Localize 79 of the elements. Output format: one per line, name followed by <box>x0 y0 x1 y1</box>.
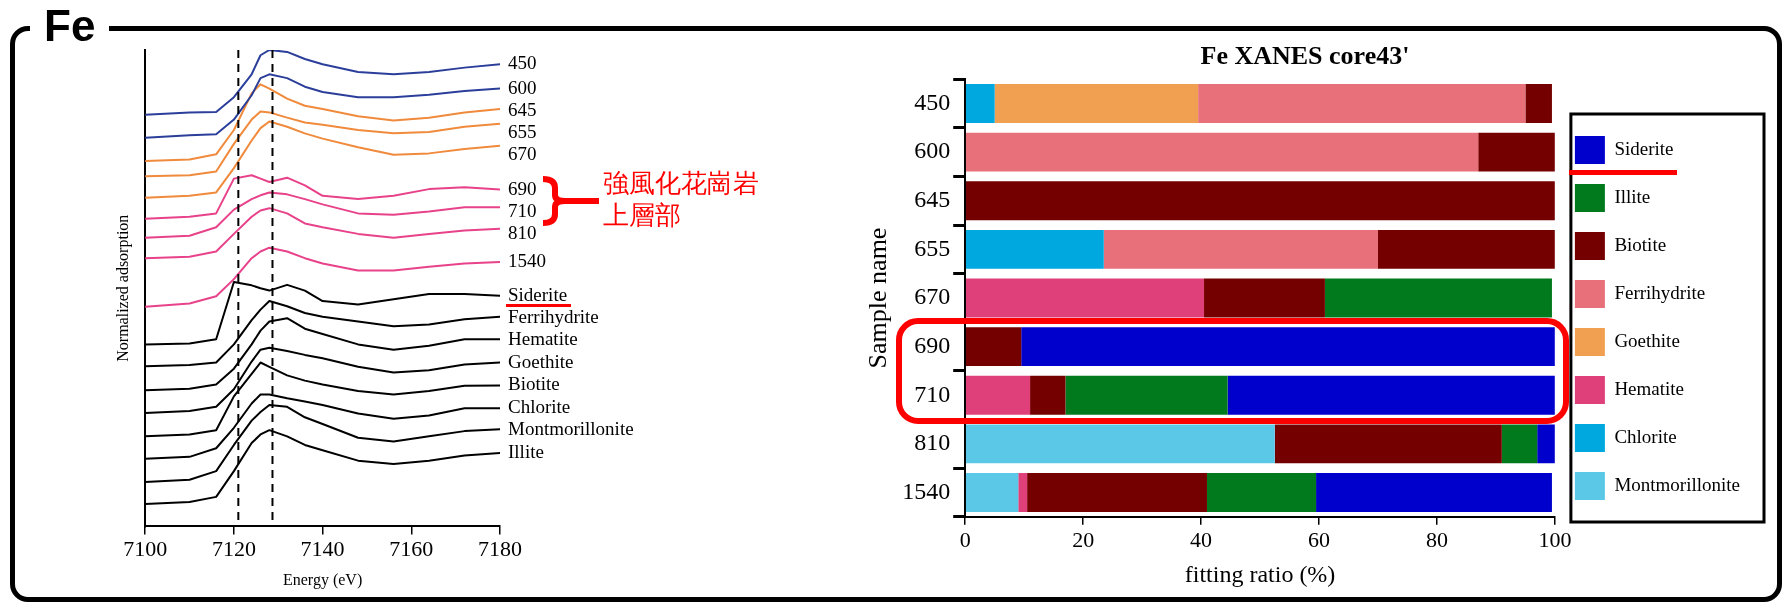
x-axis-title: Energy (eV) <box>282 570 363 589</box>
y-tick-label: 810 <box>914 429 951 456</box>
bar <box>1501 424 1538 464</box>
legend-label: Ferrihydrite <box>1614 281 1706 303</box>
y-tick-label: 600 <box>914 137 951 164</box>
x-tick-label: 7120 <box>211 536 256 562</box>
bar <box>965 84 995 123</box>
bar <box>1065 375 1228 415</box>
y-tick-label: 690 <box>914 331 951 358</box>
bar <box>965 424 1275 464</box>
bar <box>1274 424 1502 464</box>
x-tick-label: 40 <box>1190 526 1213 552</box>
series-label: 670 <box>508 142 537 164</box>
x-tick-label: 7140 <box>300 536 345 562</box>
y-tick-label: 1540 <box>902 477 951 504</box>
bar <box>1103 229 1378 269</box>
bar <box>965 375 1031 415</box>
x-tick-label: 7160 <box>389 536 434 562</box>
series-label: 690 <box>508 177 537 199</box>
bar <box>1324 278 1552 318</box>
text: 強風化花崗岩上層部 <box>602 166 760 231</box>
bar <box>1537 424 1555 464</box>
y-axis-title: Normalized adsorption <box>113 214 132 362</box>
series-label: Siderite <box>508 283 568 305</box>
legend-label: Siderite <box>1614 137 1674 159</box>
series-label: Hematite <box>508 327 578 349</box>
series-label: 450 <box>508 52 537 74</box>
bar <box>965 181 1555 221</box>
y-tick-label: 670 <box>914 283 951 310</box>
y-tick-label: 655 <box>914 234 951 261</box>
x-tick-label: 0 <box>959 526 971 552</box>
series-label: Biotite <box>508 373 560 395</box>
chart-title: Fe XANES core43' <box>1200 41 1410 71</box>
series-label: 600 <box>508 76 537 98</box>
bar <box>1027 473 1207 512</box>
legend-label: Biotite <box>1614 233 1667 255</box>
legend-label: Hematite <box>1614 377 1685 399</box>
bar <box>965 229 1104 269</box>
bar <box>1206 473 1317 512</box>
bar <box>1227 375 1555 415</box>
y-tick-label: 710 <box>914 380 951 407</box>
series-label: 655 <box>508 120 537 142</box>
bar <box>1204 278 1325 318</box>
x-tick-label: 60 <box>1308 526 1331 552</box>
x-tick-label: 100 <box>1538 526 1572 552</box>
bar <box>994 84 1199 123</box>
bar <box>1198 84 1526 123</box>
series-label: Goethite <box>508 350 574 372</box>
y-tick-label: 450 <box>914 88 951 115</box>
series-label: Chlorite <box>508 396 571 418</box>
bar <box>1030 375 1066 415</box>
bar <box>1478 132 1555 172</box>
series-label: Illite <box>508 441 544 463</box>
legend-label: Montmorillonite <box>1614 473 1740 495</box>
series-label: 1540 <box>508 249 546 271</box>
x-axis-title: fitting ratio (%) <box>1184 560 1336 587</box>
y-tick-label: 645 <box>914 186 951 213</box>
chart-title: Fe <box>30 0 110 52</box>
bar <box>965 327 1022 367</box>
bar <box>1018 473 1028 512</box>
series-label: 810 <box>508 221 537 243</box>
x-tick-label: 20 <box>1072 526 1095 552</box>
legend-label: Goethite <box>1614 329 1680 351</box>
bar <box>1525 84 1552 123</box>
series-label: Ferrihydrite <box>508 305 599 327</box>
series-label: 645 <box>508 98 537 120</box>
y-axis-title: Sample name <box>863 227 893 369</box>
series-label: Montmorillonite <box>508 418 634 440</box>
x-tick-label: 80 <box>1425 526 1448 552</box>
bar <box>965 132 1479 172</box>
bar <box>1377 229 1555 269</box>
bar <box>965 473 1019 512</box>
x-tick-label: 7100 <box>123 536 168 562</box>
bar <box>965 278 1205 318</box>
bar <box>1316 473 1552 512</box>
legend-label: Chlorite <box>1614 425 1677 447</box>
x-tick-label: 7180 <box>478 536 522 562</box>
legend-label: Illite <box>1614 185 1651 207</box>
series-label: 710 <box>508 199 537 221</box>
